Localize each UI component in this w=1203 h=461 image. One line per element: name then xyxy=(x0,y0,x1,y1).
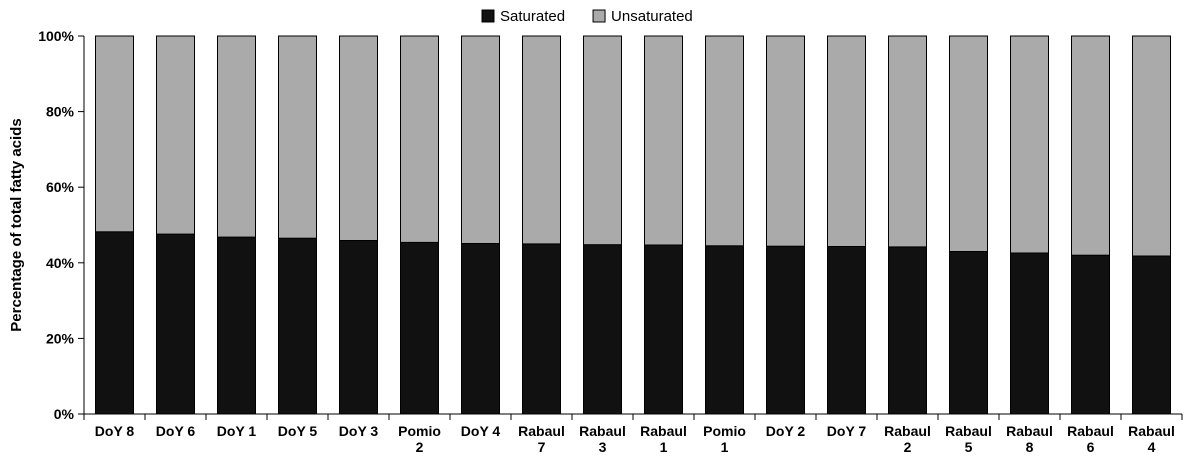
bar-saturated-5 xyxy=(400,241,439,415)
bar-saturated-11 xyxy=(766,245,805,415)
legend: Saturated Unsaturated xyxy=(481,8,693,25)
bar-unsaturated-2 xyxy=(217,35,256,238)
bar-saturated-14 xyxy=(949,251,988,415)
bar-unsaturated-16 xyxy=(1071,35,1110,256)
plot-area xyxy=(95,35,1171,415)
bar-unsaturated-4 xyxy=(339,35,378,241)
bar-unsaturated-17 xyxy=(1132,35,1171,257)
bar-unsaturated-12 xyxy=(827,35,866,247)
bar-unsaturated-8 xyxy=(583,35,622,246)
y-tick-label: 60% xyxy=(46,179,75,195)
bar-saturated-17 xyxy=(1132,255,1171,415)
bar-saturated-3 xyxy=(278,237,317,415)
x-tick-label: DoY 5 xyxy=(278,423,318,439)
bar-saturated-2 xyxy=(217,236,256,415)
x-tick-label: Rabaul 6 xyxy=(1067,423,1114,455)
bar-unsaturated-1 xyxy=(156,35,195,235)
bar-unsaturated-11 xyxy=(766,35,805,247)
bar-unsaturated-13 xyxy=(888,35,927,248)
x-tick-label: Pomio 2 xyxy=(398,423,441,455)
bar-saturated-0 xyxy=(95,231,134,415)
x-tick-label: DoY 2 xyxy=(766,423,806,439)
bar-unsaturated-6 xyxy=(461,35,500,244)
y-tick-label: 40% xyxy=(46,255,75,271)
y-tick-label: 80% xyxy=(46,104,75,120)
bar-unsaturated-14 xyxy=(949,35,988,252)
x-axis: DoY 8 DoY 6 DoY 1 DoY 5 DoY 3 Pomio 2 DoY 4 Raba… xyxy=(83,413,1183,455)
bar-unsaturated-7 xyxy=(522,35,561,245)
bar-saturated-9 xyxy=(644,244,683,415)
x-tick-label: DoY 3 xyxy=(339,423,379,439)
bar-unsaturated-10 xyxy=(705,35,744,247)
x-tick-label: DoY 7 xyxy=(827,423,867,439)
x-tick-label: Rabaul 2 xyxy=(884,423,931,455)
x-tick-label: Rabaul 7 xyxy=(518,423,565,455)
x-tick-label: Rabaul 5 xyxy=(945,423,992,455)
legend-label-unsaturated: Unsaturated xyxy=(611,8,693,25)
y-axis: 0% 20% 40% 60% 80% 100% xyxy=(38,28,85,422)
y-axis-title: Percentage of total fatty acids xyxy=(8,118,25,331)
legend-swatch-saturated xyxy=(481,9,495,23)
x-tick-label: DoY 4 xyxy=(461,423,501,439)
bar-saturated-4 xyxy=(339,240,378,415)
x-tick-label: Pomio 1 xyxy=(703,423,746,455)
bar-saturated-16 xyxy=(1071,254,1110,415)
bar-unsaturated-3 xyxy=(278,35,317,239)
bar-saturated-15 xyxy=(1010,252,1049,415)
legend-label-saturated: Saturated xyxy=(500,8,565,25)
bar-unsaturated-15 xyxy=(1010,35,1049,254)
y-tick-label: 100% xyxy=(38,28,74,44)
bar-saturated-13 xyxy=(888,246,927,415)
x-tick-label: DoY 1 xyxy=(217,423,257,439)
x-tick-label: Rabaul 4 xyxy=(1128,423,1175,455)
bar-unsaturated-0 xyxy=(95,35,134,233)
bar-unsaturated-5 xyxy=(400,35,439,243)
x-tick-label: Rabaul 8 xyxy=(1006,423,1053,455)
x-tick-label: Rabaul 3 xyxy=(579,423,626,455)
x-tick-label: Rabaul 1 xyxy=(640,423,687,455)
bar-saturated-10 xyxy=(705,245,744,415)
bar-saturated-7 xyxy=(522,243,561,415)
x-tick-label: DoY 8 xyxy=(95,423,135,439)
y-tick-label: 20% xyxy=(46,330,75,346)
x-tick-label: DoY 6 xyxy=(156,423,196,439)
bar-saturated-1 xyxy=(156,233,195,415)
bar-saturated-12 xyxy=(827,246,866,415)
bar-saturated-8 xyxy=(583,244,622,415)
bar-saturated-6 xyxy=(461,243,500,415)
legend-swatch-unsaturated xyxy=(592,9,606,23)
y-tick-label: 0% xyxy=(54,406,75,422)
bar-unsaturated-9 xyxy=(644,35,683,246)
